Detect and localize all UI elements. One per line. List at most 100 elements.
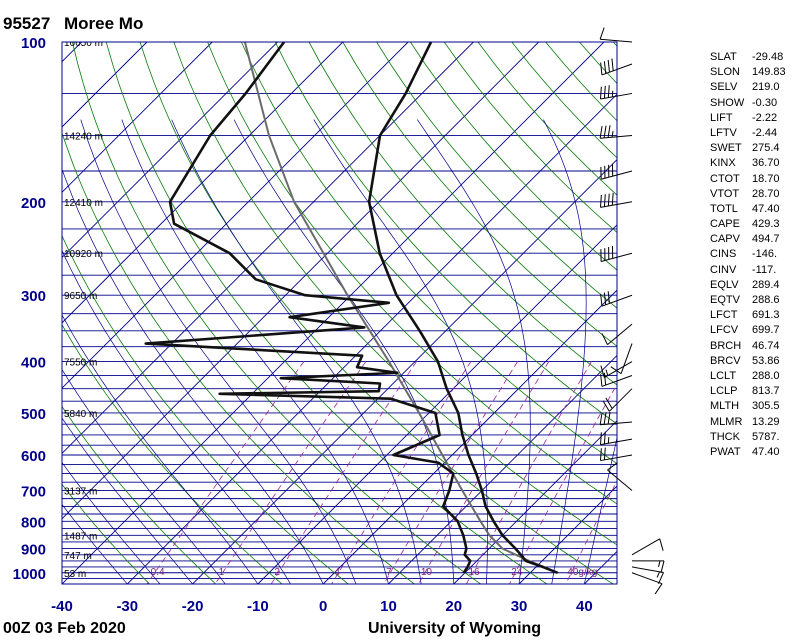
pressure-tick-label: 800 xyxy=(21,514,46,531)
index-name: LFCT xyxy=(710,309,738,322)
wind-barb xyxy=(600,361,633,378)
index-name: EQLV xyxy=(710,278,739,291)
temperature-tick-label: -30 xyxy=(116,598,138,615)
wind-barb-full xyxy=(600,374,603,387)
index-row: CINS -146. xyxy=(710,247,798,262)
wind-barb-half xyxy=(658,560,661,568)
wind-barb-full xyxy=(659,538,664,551)
index-row: SELV 219.0 xyxy=(710,80,798,95)
wind-barb-staff xyxy=(604,361,633,378)
isotherm-line xyxy=(62,42,605,584)
dry-adiabat-line xyxy=(274,42,617,425)
wind-barb-full xyxy=(602,400,610,412)
isotherm-line xyxy=(126,93,617,584)
temperature-tick-label: 10 xyxy=(380,598,397,615)
dry-adiabat-line xyxy=(62,323,283,584)
index-row: LCLT 288.0 xyxy=(710,369,798,384)
index-row: LCLP 813.7 xyxy=(710,384,798,399)
index-row: EQTV 288.6 xyxy=(710,293,798,308)
pressure-tick-label: 200 xyxy=(21,195,46,212)
wind-barb-full xyxy=(607,125,611,138)
moist-adiabat-line xyxy=(62,461,161,584)
index-name: TOTL xyxy=(710,202,738,215)
index-value: -29.48 xyxy=(752,51,784,63)
index-value: -2.22 xyxy=(752,111,778,124)
wind-barb-full xyxy=(603,447,606,460)
mixing-ratio-label: 40g/kg xyxy=(567,567,597,578)
index-row: EQLV 289.4 xyxy=(710,278,798,293)
wind-barb xyxy=(602,388,633,412)
wind-barb-full xyxy=(599,412,603,425)
index-value: 13.29 xyxy=(752,415,780,428)
index-name: CTOT xyxy=(710,172,740,185)
mixing-ratio-line xyxy=(565,479,617,584)
wind-barb-full xyxy=(654,583,663,595)
source-label: University of Wyoming xyxy=(368,620,541,637)
wind-barb-full xyxy=(607,59,610,73)
dry-adiabat-line xyxy=(139,42,614,584)
moist-adiabat-line xyxy=(543,119,587,584)
mixing-ratio-line xyxy=(509,383,617,584)
moist-adiabat-line xyxy=(584,436,617,584)
wind-barb-staff xyxy=(620,343,633,374)
index-name: LFTV xyxy=(710,126,737,139)
wind-barb xyxy=(600,58,633,76)
moist-adiabat-line xyxy=(62,314,259,584)
dry-adiabat-line xyxy=(342,42,617,347)
dry-adiabat-line xyxy=(308,42,617,386)
index-name: KINX xyxy=(710,157,736,170)
wind-barb-full xyxy=(660,560,665,574)
index-name: CINS xyxy=(710,248,737,261)
station-id: 95527 xyxy=(3,14,50,33)
wind-barb-staff xyxy=(601,294,633,307)
pressure-tick-label: 900 xyxy=(21,541,46,558)
index-name: CAPV xyxy=(710,233,740,246)
wind-barb-full xyxy=(607,85,610,98)
wind-barb-staff xyxy=(631,566,664,573)
index-value: 219.0 xyxy=(752,81,780,94)
height-label: 16650 m xyxy=(64,38,103,49)
wind-barb-staff xyxy=(600,438,633,446)
dry-adiabat-line xyxy=(62,131,415,584)
isotherm-line xyxy=(62,42,540,520)
pressure-tick-label: 400 xyxy=(21,355,46,372)
wind-barb-staff xyxy=(600,92,633,100)
dry-adiabat-line xyxy=(173,42,617,546)
wind-barb xyxy=(600,372,633,387)
index-row: BRCV 53.86 xyxy=(710,354,798,369)
temperature-tick-label: 0 xyxy=(319,598,327,615)
moist-adiabat-line xyxy=(62,417,193,584)
index-name: VTOT xyxy=(710,187,740,200)
isotherm-line xyxy=(62,42,344,324)
isotherm-line xyxy=(192,158,617,584)
index-name: SLAT xyxy=(710,51,737,63)
index-value: 429.3 xyxy=(752,218,780,231)
wind-barb-staff xyxy=(607,469,633,491)
index-name: LIFT xyxy=(710,111,733,124)
wind-barb-full xyxy=(658,572,664,584)
wind-barb-staff xyxy=(600,454,633,462)
index-value: 691.3 xyxy=(752,309,780,322)
height-label: 5840 m xyxy=(64,409,97,420)
index-value: 288.6 xyxy=(752,294,780,306)
moist-adiabat-line xyxy=(62,249,291,584)
index-value: -146. xyxy=(752,248,778,261)
index-row: MLTH 305.5 xyxy=(710,399,798,414)
wind-barb-full xyxy=(605,397,613,409)
dry-adiabat-line xyxy=(207,42,617,505)
index-value: 5787. xyxy=(752,430,780,443)
wind-barb xyxy=(599,27,633,43)
isotherm-line xyxy=(62,42,213,193)
index-name: BRCH xyxy=(710,339,742,352)
wind-barb-full xyxy=(607,291,610,304)
mixing-ratio-line xyxy=(146,361,305,584)
wind-barb-full xyxy=(600,293,603,307)
dry-adiabat-line xyxy=(105,42,548,584)
isotherm-line xyxy=(322,289,617,584)
plot-border xyxy=(61,41,618,585)
index-row: MLMR 13.29 xyxy=(710,415,798,430)
height-label: 9650 m xyxy=(64,291,97,302)
temperature-tick-label: 30 xyxy=(511,598,528,615)
wind-barb xyxy=(601,323,633,346)
